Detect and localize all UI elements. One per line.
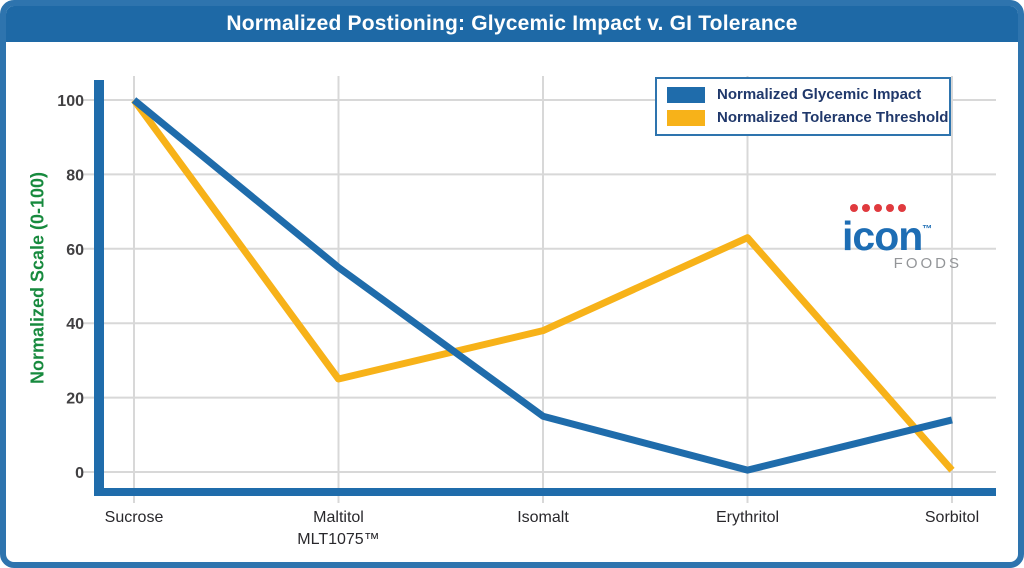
logo-dots-icon (842, 204, 962, 212)
chart-title: Normalized Postioning: Glycemic Impact v… (226, 12, 798, 35)
svg-text:60: 60 (66, 242, 84, 259)
red-dot-icon (886, 204, 894, 212)
svg-text:20: 20 (66, 391, 84, 408)
legend-swatch-yellow (667, 109, 705, 126)
chart-title-bar: Normalized Postioning: Glycemic Impact v… (6, 6, 1018, 42)
svg-text:Isomalt: Isomalt (517, 509, 569, 526)
svg-text:Sucrose: Sucrose (105, 509, 164, 526)
legend-label: Normalized Tolerance Threshold (717, 109, 949, 126)
red-dot-icon (850, 204, 858, 212)
red-dot-icon (898, 204, 906, 212)
trademark-symbol: ™ (922, 224, 933, 235)
logo-subtext: FOODS (893, 255, 962, 272)
line-chart: 0 20 40 60 80 100 Sucrose Maltitol MLT1075™ Isoma… (57, 76, 996, 548)
svg-text:100: 100 (57, 93, 84, 110)
legend: Normalized Glycemic Impact Normalized To… (655, 77, 951, 136)
legend-item-tolerance-threshold: Normalized Tolerance Threshold (667, 109, 948, 126)
svg-text:40: 40 (66, 316, 84, 333)
y-axis-label: Normalized Scale (0-100) (27, 171, 48, 385)
icon-foods-logo: icon™ FOODS (842, 204, 962, 272)
red-dot-icon (874, 204, 882, 212)
legend-item-glycemic-impact: Normalized Glycemic Impact (667, 86, 939, 103)
svg-text:0: 0 (75, 465, 84, 482)
red-dot-icon (862, 204, 870, 212)
svg-text:80: 80 (66, 167, 84, 184)
logo-wordmark: icon™ (842, 213, 933, 259)
legend-label: Normalized Glycemic Impact (717, 86, 922, 103)
legend-swatch-blue (667, 86, 705, 103)
svg-text:Sorbitol: Sorbitol (925, 509, 979, 526)
svg-text:Erythritol: Erythritol (716, 509, 779, 526)
